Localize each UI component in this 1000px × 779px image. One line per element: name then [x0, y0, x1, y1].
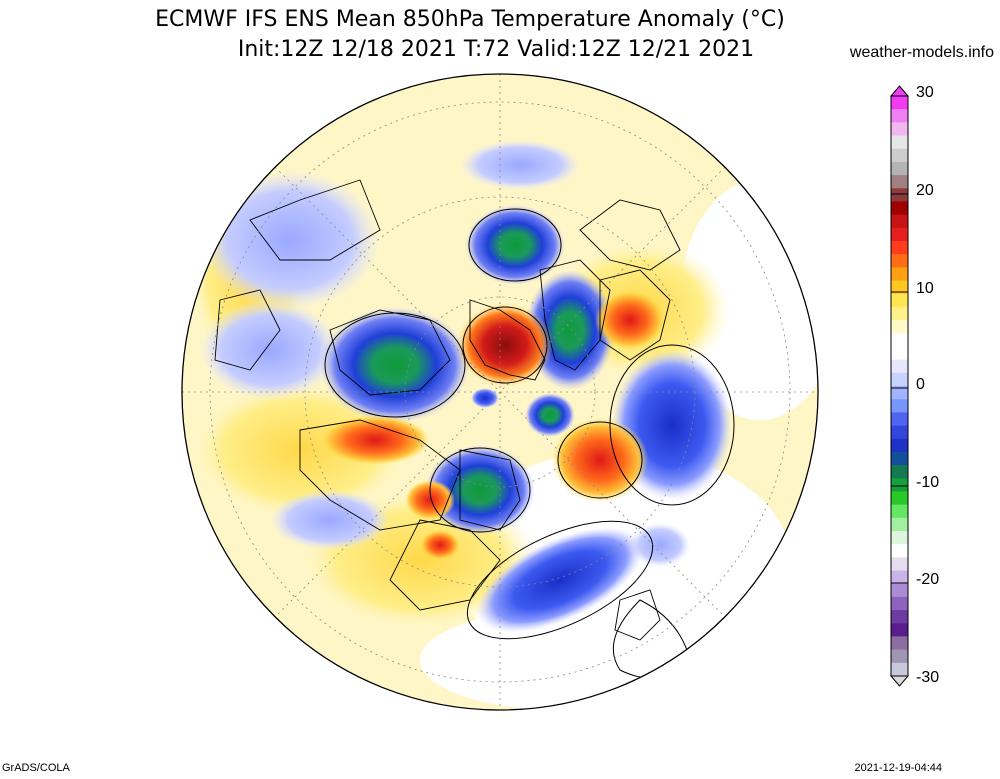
colorbar-label-30: 30: [916, 84, 934, 101]
colorbar-swatch: [891, 122, 908, 137]
colorbar-min-arrow: [889, 675, 910, 687]
colorbar-label-m10: -10: [916, 474, 940, 491]
colorbar-swatch: [891, 346, 908, 361]
colorbar-swatch: [891, 148, 908, 163]
colorbar-label-10: 10: [916, 280, 934, 297]
colorbar-swatch: [891, 201, 908, 216]
colorbar-swatch: [891, 96, 908, 110]
colorbar-swatch: [891, 227, 908, 242]
colorbar-swatch: [891, 109, 908, 123]
colorbar-swatch: [891, 596, 908, 611]
footer-timestamp: 2021-12-19-04:44: [854, 762, 942, 774]
colorbar-swatch: [891, 267, 908, 282]
colorbar: [889, 85, 910, 687]
colorbar-max-arrow: [889, 85, 910, 97]
map-subtitle: Init:12Z 12/18 2021 T:72 Valid:12Z 12/21…: [237, 37, 755, 62]
colorbar-swatch: [891, 372, 908, 387]
colorbar-swatch: [891, 425, 908, 440]
colorbar-label-m20: -20: [916, 571, 940, 588]
map-title: ECMWF IFS ENS Mean 850hPa Temperature An…: [155, 7, 785, 32]
colorbar-swatch: [891, 491, 908, 506]
colorbar-swatch: [891, 333, 908, 347]
colorbar-swatch: [891, 623, 908, 637]
colorbar-swatch: [891, 583, 908, 598]
colorbar-swatch: [891, 214, 908, 229]
map-disc: [182, 74, 818, 710]
colorbar-swatch: [891, 135, 908, 150]
colorbar-swatch: [891, 412, 908, 427]
colorbar-swatch: [891, 662, 908, 677]
colorbar-swatch: [891, 241, 908, 255]
colorbar-swatch: [891, 649, 908, 664]
colorbar-swatch: [891, 293, 908, 308]
colorbar-swatch: [891, 517, 908, 532]
colorbar-swatch: [891, 386, 908, 400]
footer-software: GrADS/COLA: [2, 762, 70, 774]
colorbar-swatch: [891, 359, 908, 374]
colorbar-swatch: [891, 320, 908, 334]
colorbar-label-0: 0: [916, 376, 925, 393]
colorbar-swatch: [891, 636, 908, 651]
credit-text: weather-models.info: [849, 44, 994, 61]
colorbar-swatch: [891, 254, 908, 268]
colorbar-label-m30: -30: [916, 669, 940, 686]
colorbar-swatch: [891, 438, 908, 453]
colorbar-swatch: [891, 465, 908, 479]
colorbar-swatch: [891, 570, 908, 585]
coastlines: [214, 179, 681, 641]
colorbar-swatch: [891, 504, 908, 519]
map-border: [181, 73, 819, 711]
colorbar-swatch: [891, 188, 908, 202]
colorbar-swatch: [891, 610, 908, 624]
colorbar-swatch: [891, 161, 908, 176]
colorbar-swatch: [891, 451, 908, 466]
colorbar-swatch: [891, 557, 908, 572]
colorbar-swatch: [891, 175, 908, 189]
colorbar-swatch: [891, 544, 908, 558]
graticule: [182, 74, 818, 710]
colorbar-swatch: [891, 280, 908, 295]
colorbar-swatch: [891, 531, 908, 545]
colorbar-swatch: [891, 306, 908, 321]
colorbar-label-20: 20: [916, 182, 934, 199]
colorbar-swatch: [891, 478, 908, 492]
colorbar-swatch: [891, 399, 908, 413]
